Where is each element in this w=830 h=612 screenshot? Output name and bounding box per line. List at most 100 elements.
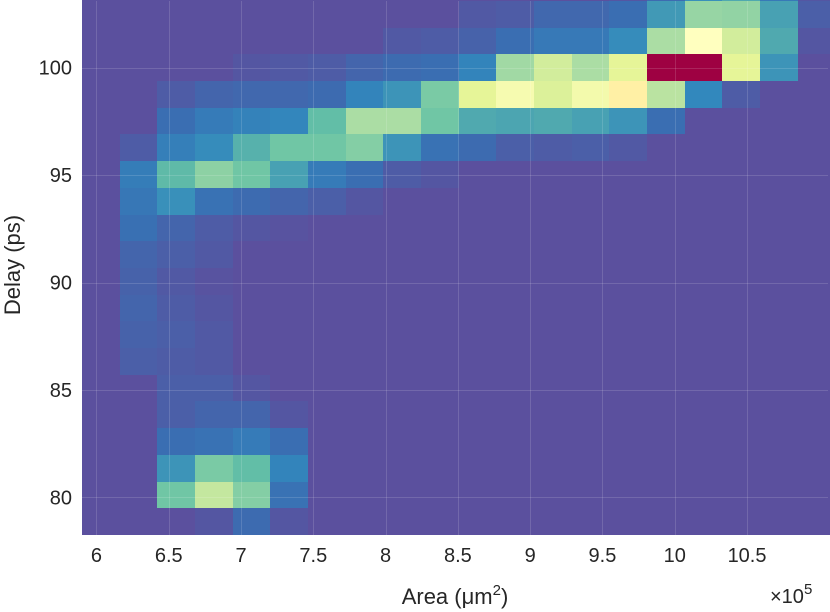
heatmap-cell [722, 134, 760, 161]
heatmap-cell [82, 188, 120, 215]
heatmap-cell [82, 321, 120, 348]
heatmap-cell [157, 295, 195, 321]
heatmap-cell [609, 188, 647, 215]
heatmap-cell [459, 54, 496, 81]
heatmap-cell [308, 1, 346, 28]
heatmap-cell [647, 54, 685, 81]
heatmap-cell [798, 1, 830, 28]
heatmap-cell [421, 348, 459, 375]
heatmap-cell [233, 134, 270, 161]
heatmap-cell [609, 108, 647, 134]
heatmap-cell [534, 428, 572, 455]
y-axis-title: Delay (ps) [0, 215, 25, 315]
heatmap-cell [157, 508, 195, 535]
heatmap-cell [496, 241, 534, 268]
heatmap-cell [308, 54, 346, 81]
heatmap-cell [534, 81, 572, 108]
heatmap-cell [120, 188, 157, 215]
heatmap-cell [421, 508, 459, 535]
heatmap-cell [496, 508, 534, 535]
heatmap-cell [157, 28, 195, 54]
heatmap-cell [346, 321, 383, 348]
heatmap-cell [609, 348, 647, 375]
heatmap-cell [798, 0, 830, 1]
heatmap-cell [459, 215, 496, 241]
heatmap-cell [233, 241, 270, 268]
heatmap-cell [195, 54, 233, 81]
heatmap-cell [459, 321, 496, 348]
heatmap-cell [383, 28, 421, 54]
heatmap-cell [685, 401, 722, 428]
heatmap-cell [685, 321, 722, 348]
heatmap-cell [195, 188, 233, 215]
heatmap-cell [798, 161, 830, 188]
heatmap-cell [308, 375, 346, 401]
heatmap-cell [120, 108, 157, 134]
heatmap-cell [233, 28, 270, 54]
heatmap-cell [798, 241, 830, 268]
heatmap-cell [798, 215, 830, 241]
heatmap-cell [233, 81, 270, 108]
heatmap-cell [157, 455, 195, 482]
heatmap-cell [233, 108, 270, 134]
heatmap-cell [760, 455, 798, 482]
heatmap-cell [722, 375, 760, 401]
heatmap-cell [233, 375, 270, 401]
heatmap-cell [685, 188, 722, 215]
heatmap-cell [346, 161, 383, 188]
heatmap-cell [760, 134, 798, 161]
heatmap-cell [120, 428, 157, 455]
heatmap-cell [120, 401, 157, 428]
heatmap-cell [383, 108, 421, 134]
x-tick-label: 6 [91, 545, 102, 567]
heatmap-cell [798, 375, 830, 401]
heatmap-cell [157, 134, 195, 161]
heatmap-cell [346, 348, 383, 375]
heatmap-cell [383, 161, 421, 188]
heatmap-cell [120, 268, 157, 295]
grid-lines [82, 1, 828, 535]
heatmap-cell [760, 241, 798, 268]
heatmap-cell [346, 268, 383, 295]
heatmap-cell [308, 428, 346, 455]
heatmap-cell [346, 54, 383, 81]
heatmap-cell [496, 268, 534, 295]
heatmap-cell [760, 375, 798, 401]
heatmap-cell [270, 54, 308, 81]
heatmap-cell [798, 455, 830, 482]
heatmap-cell [572, 0, 609, 1]
heatmap-cell [798, 348, 830, 375]
heatmap-cell [308, 161, 346, 188]
heatmap-cell [308, 401, 346, 428]
y-tick-label: 100 [39, 58, 72, 80]
heatmap-cell [195, 482, 233, 508]
heatmap-cell [270, 108, 308, 134]
heatmap-cell [383, 428, 421, 455]
heatmap-cell [308, 268, 346, 295]
heatmap-cell [157, 428, 195, 455]
heatmap-cell [685, 241, 722, 268]
heatmap-cell [383, 348, 421, 375]
heatmap-cell [421, 428, 459, 455]
heatmap-cell [270, 482, 308, 508]
heatmap-cell [647, 161, 685, 188]
heatmap-cell [722, 161, 760, 188]
heatmap-cell [647, 268, 685, 295]
heatmap-cell [270, 215, 308, 241]
heatmap-cell [195, 375, 233, 401]
heatmap-cell [534, 0, 572, 1]
heatmap-cell [459, 134, 496, 161]
heatmap-cell [120, 28, 157, 54]
heatmap-cell [346, 295, 383, 321]
heatmap-cell [270, 28, 308, 54]
heatmap-cell [421, 401, 459, 428]
x-tick-label: 8.5 [444, 545, 472, 567]
heatmap-cell [760, 81, 798, 108]
heatmap-cell [383, 188, 421, 215]
heatmap-cell [157, 161, 195, 188]
heatmap-cell [308, 455, 346, 482]
heatmap-cell [383, 321, 421, 348]
heatmap-cell [647, 1, 685, 28]
heatmap-cell [534, 321, 572, 348]
